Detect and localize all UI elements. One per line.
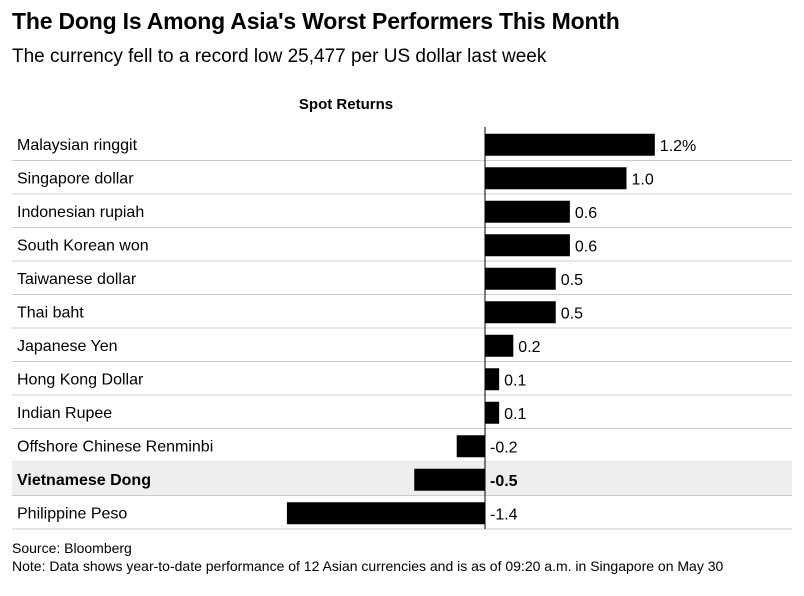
value-label: 0.1	[504, 406, 526, 423]
highlight-row-background	[12, 462, 792, 496]
value-label: 0.1	[504, 372, 526, 389]
value-label: 0.5	[561, 305, 583, 322]
category-label: Singapore dollar	[17, 170, 134, 187]
category-label: Indonesian rupiah	[17, 204, 144, 221]
category-label: Japanese Yen	[17, 338, 118, 355]
chart-title: The Dong Is Among Asia's Worst Performer…	[12, 8, 620, 34]
category-label: Thai baht	[17, 304, 84, 321]
source-note: Source: Bloomberg	[12, 540, 132, 556]
bar	[485, 368, 500, 391]
category-label: Philippine Peso	[17, 505, 127, 522]
value-label: 0.6	[575, 238, 597, 255]
category-label: Malaysian ringgit	[17, 137, 138, 154]
bar	[485, 334, 514, 357]
bar	[286, 502, 485, 525]
data-note: Note: Data shows year-to-date performanc…	[12, 558, 724, 574]
bar	[485, 401, 500, 424]
value-label: 0.6	[575, 205, 597, 222]
category-label: Indian Rupee	[17, 405, 112, 422]
column-header: Spot Returns	[298, 96, 394, 113]
bar	[485, 301, 556, 324]
bar	[485, 200, 570, 223]
category-label: Hong Kong Dollar	[17, 371, 144, 388]
value-label: -1.4	[490, 506, 518, 523]
bar	[485, 167, 627, 190]
category-label: Taiwanese dollar	[17, 271, 137, 288]
bar	[485, 234, 570, 257]
value-label: -0.2	[490, 439, 518, 456]
value-label: -0.5	[490, 473, 518, 490]
category-label: Vietnamese Dong	[17, 472, 151, 489]
value-label: 0.5	[561, 272, 583, 289]
bar	[456, 435, 485, 458]
value-label: 1.2%	[660, 138, 696, 155]
value-label: 0.2	[518, 339, 540, 356]
value-label: 1.0	[632, 171, 654, 188]
bar	[414, 468, 485, 491]
bar	[485, 267, 556, 290]
category-label: South Korean won	[17, 237, 149, 254]
bar	[485, 133, 655, 156]
category-label: Offshore Chinese Renminbi	[17, 438, 213, 455]
chart-subtitle: The currency fell to a record low 25,477…	[12, 46, 547, 67]
